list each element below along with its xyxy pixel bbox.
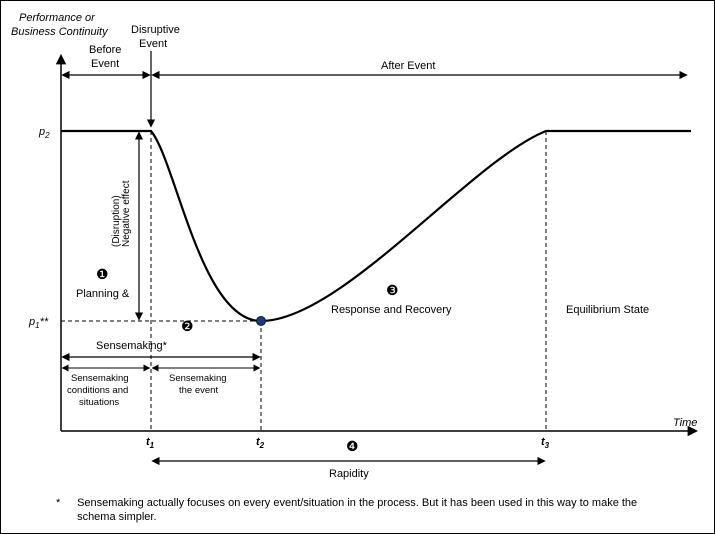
sense-cond-3: situations: [79, 397, 119, 408]
diagram-svg: Performance or Business Continuity Time …: [1, 1, 715, 496]
sensemaking-label: Sensemaking*: [96, 340, 168, 352]
rapidity-label: Rapidity: [329, 468, 369, 480]
disruptive-label-2: Event: [139, 38, 167, 50]
circled-1: ❶: [96, 266, 109, 282]
x-axis-label: Time: [673, 417, 697, 429]
response-label: Response and Recovery: [331, 304, 452, 316]
circled-2: ❷: [181, 318, 194, 334]
p1-label: p1**: [28, 316, 49, 330]
t2-label: t2: [256, 436, 265, 450]
neg-effect-2: (Disruption): [111, 195, 122, 247]
equilibrium-label: Equilibrium State: [566, 304, 649, 316]
sense-cond-2: conditions and: [67, 385, 128, 396]
t1-label: t1: [146, 436, 155, 450]
sense-event-1: Sensemaking: [169, 373, 227, 384]
disruptive-label-1: Disruptive: [131, 24, 180, 36]
before-label-1: Before: [89, 44, 121, 56]
circled-3: ❸: [386, 282, 399, 298]
trough-marker: [257, 317, 266, 326]
sense-cond-1: Sensemaking: [71, 373, 129, 384]
footnote-text: Sensemaking actually focuses on every ev…: [77, 496, 667, 525]
y-axis-label-2: Business Continuity: [11, 26, 109, 38]
y-axis-label-1: Performance or: [19, 12, 96, 24]
p2-label: p2: [38, 126, 50, 140]
sense-event-2: the event: [179, 385, 218, 396]
footnote: * Sensemaking actually focuses on every …: [56, 496, 676, 525]
diagram-frame: Performance or Business Continuity Time …: [0, 0, 715, 534]
circled-4: ❹: [346, 438, 359, 454]
footnote-marker: *: [56, 496, 74, 510]
neg-effect-1: Negative effect: [121, 180, 132, 247]
after-label: After Event: [381, 60, 435, 72]
t3-label: t3: [541, 436, 550, 450]
before-label-2: Event: [91, 58, 119, 70]
planning-label: Planning &: [76, 288, 130, 300]
disruption-curve: [61, 131, 691, 321]
